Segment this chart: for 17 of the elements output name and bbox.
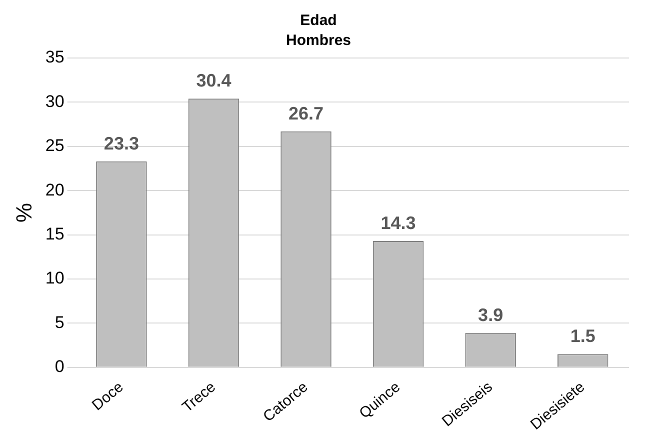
y-axis-title: % <box>11 202 36 222</box>
chart-title: Edad <box>300 12 337 30</box>
y-tick-label: 30 <box>45 92 64 111</box>
data-label: 26.7 <box>288 103 324 124</box>
y-tick-label: 20 <box>45 180 64 200</box>
data-label: 14.3 <box>380 212 416 233</box>
data-label: 30.4 <box>196 70 232 91</box>
y-tick-label: 35 <box>45 48 64 67</box>
data-label: 23.3 <box>104 133 139 154</box>
y-tick-label: 0 <box>54 357 64 376</box>
chart-subtitle: Hombres <box>286 32 352 50</box>
y-tick-label: 25 <box>45 136 64 156</box>
data-label: 3.9 <box>478 304 504 325</box>
y-tick-label: 15 <box>45 224 64 244</box>
data-label: 1.5 <box>570 326 596 346</box>
y-tick-label: 10 <box>45 268 64 288</box>
y-tick-label: 5 <box>54 312 64 332</box>
